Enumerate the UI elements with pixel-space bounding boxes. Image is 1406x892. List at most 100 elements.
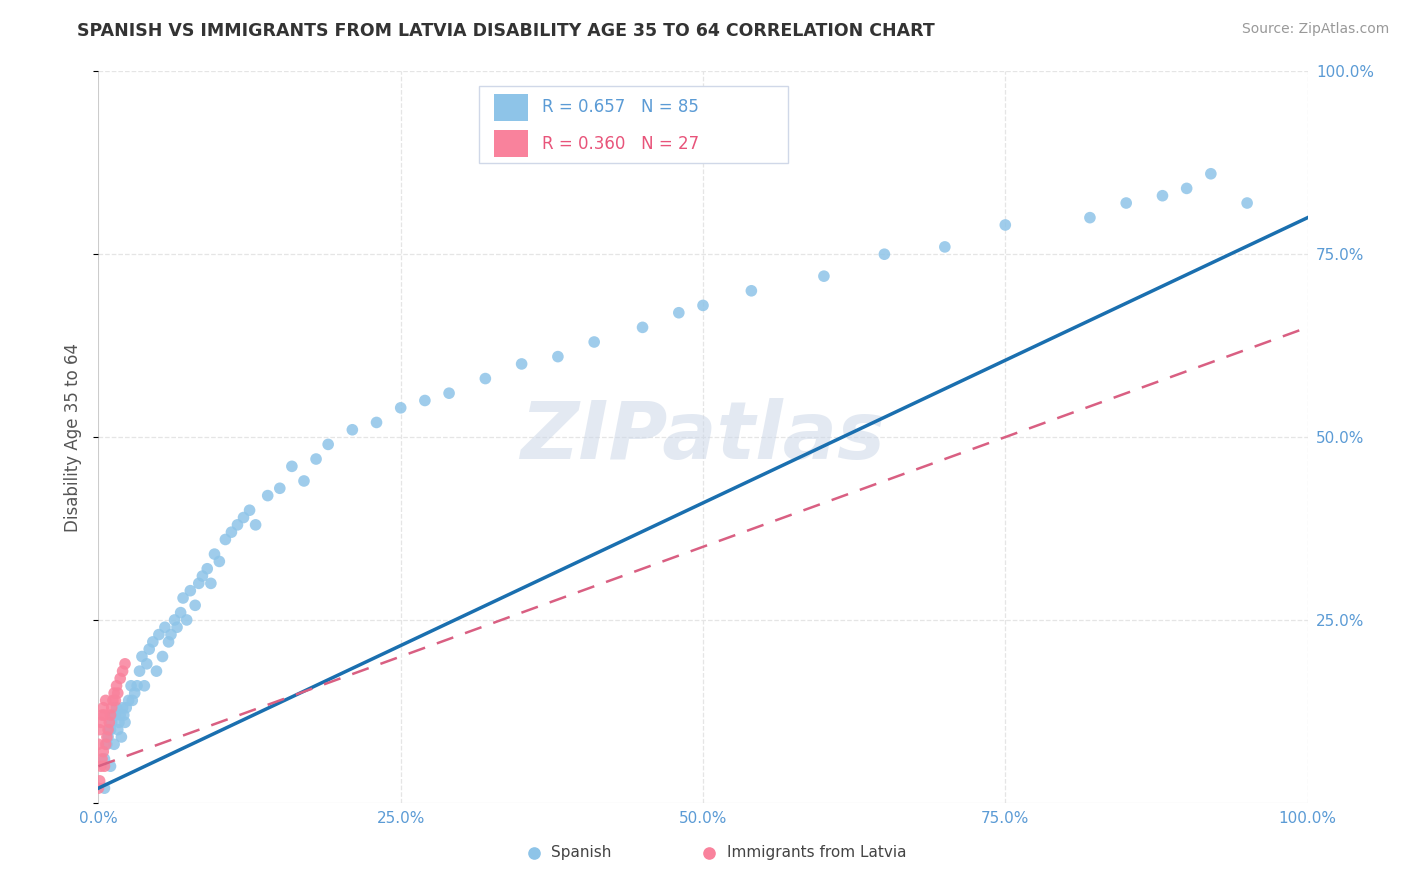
- Point: [96, 730, 118, 744]
- Point: [697, 846, 720, 860]
- Text: R = 0.657   N = 85: R = 0.657 N = 85: [543, 98, 699, 117]
- Point: [93, 759, 115, 773]
- Point: [256, 489, 278, 503]
- Point: [195, 562, 218, 576]
- Point: [305, 452, 328, 467]
- Point: [474, 371, 496, 385]
- Point: [104, 708, 127, 723]
- Point: [200, 576, 222, 591]
- Point: [87, 737, 110, 751]
- Point: [101, 693, 124, 707]
- Point: [91, 745, 114, 759]
- Point: [172, 591, 194, 605]
- Point: [90, 759, 112, 773]
- Point: [89, 723, 111, 737]
- Point: [153, 620, 176, 634]
- Point: [138, 642, 160, 657]
- Point: [245, 517, 267, 532]
- Point: [668, 306, 690, 320]
- Point: [124, 686, 146, 700]
- Point: [191, 569, 214, 583]
- Point: [232, 510, 254, 524]
- Point: [1175, 181, 1198, 195]
- Point: [91, 752, 114, 766]
- Point: [108, 715, 131, 730]
- Point: [100, 700, 122, 714]
- Point: [934, 240, 956, 254]
- Point: [163, 613, 186, 627]
- Point: [437, 386, 460, 401]
- Point: [112, 708, 135, 723]
- Point: [1236, 196, 1258, 211]
- Point: [166, 620, 188, 634]
- Point: [98, 715, 121, 730]
- Point: [692, 298, 714, 312]
- Point: [583, 334, 606, 349]
- Point: [187, 576, 209, 591]
- Point: [176, 613, 198, 627]
- Point: [1078, 211, 1101, 225]
- Point: [100, 723, 122, 737]
- Point: [131, 649, 153, 664]
- Point: [91, 708, 114, 723]
- Point: [135, 657, 157, 671]
- Point: [145, 664, 167, 678]
- Point: [101, 708, 124, 723]
- Point: [873, 247, 896, 261]
- Point: [115, 700, 138, 714]
- Point: [316, 437, 339, 451]
- Point: [1199, 167, 1222, 181]
- Point: [204, 547, 226, 561]
- Point: [523, 846, 546, 860]
- Point: [94, 693, 117, 707]
- Point: [94, 737, 117, 751]
- Point: [413, 393, 436, 408]
- Point: [105, 700, 128, 714]
- Point: [118, 693, 141, 707]
- Point: [96, 737, 118, 751]
- FancyBboxPatch shape: [479, 86, 787, 163]
- Point: [152, 649, 174, 664]
- Point: [89, 773, 111, 788]
- Point: [813, 269, 835, 284]
- Text: Source: ZipAtlas.com: Source: ZipAtlas.com: [1241, 22, 1389, 37]
- Point: [103, 737, 125, 751]
- Point: [121, 693, 143, 707]
- Text: Immigrants from Latvia: Immigrants from Latvia: [727, 845, 907, 860]
- Bar: [494, 95, 527, 120]
- Point: [740, 284, 762, 298]
- Point: [342, 423, 364, 437]
- Point: [120, 679, 142, 693]
- Point: [366, 416, 388, 430]
- Text: ZIPatlas: ZIPatlas: [520, 398, 886, 476]
- Point: [510, 357, 533, 371]
- Point: [239, 503, 262, 517]
- Point: [100, 715, 122, 730]
- Text: SPANISH VS IMMIGRANTS FROM LATVIA DISABILITY AGE 35 TO 64 CORRELATION CHART: SPANISH VS IMMIGRANTS FROM LATVIA DISABI…: [77, 22, 935, 40]
- Y-axis label: Disability Age 35 to 64: Disability Age 35 to 64: [65, 343, 83, 532]
- Point: [108, 672, 131, 686]
- Point: [111, 664, 134, 678]
- Point: [93, 781, 115, 796]
- Point: [142, 635, 165, 649]
- Point: [148, 627, 170, 641]
- Text: Spanish: Spanish: [551, 845, 612, 860]
- Point: [128, 664, 150, 678]
- Point: [292, 474, 315, 488]
- Point: [994, 218, 1017, 232]
- Point: [1115, 196, 1137, 211]
- Point: [221, 525, 243, 540]
- Point: [114, 715, 136, 730]
- Point: [100, 759, 122, 773]
- Point: [104, 693, 127, 707]
- Bar: [494, 130, 527, 157]
- Point: [100, 708, 122, 723]
- Point: [281, 459, 304, 474]
- Point: [269, 481, 291, 495]
- Point: [93, 708, 115, 723]
- Point: [389, 401, 412, 415]
- Point: [134, 679, 156, 693]
- Point: [91, 700, 114, 714]
- Point: [97, 723, 120, 737]
- Point: [111, 700, 134, 714]
